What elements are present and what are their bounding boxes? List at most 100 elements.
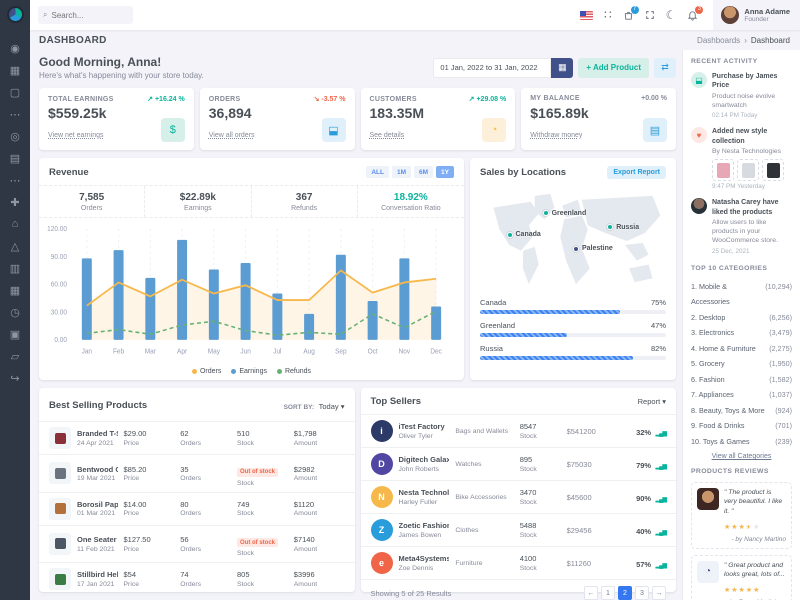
pagination: ← 1 2 3 → xyxy=(584,586,666,600)
pages-icon[interactable]: ▤ xyxy=(9,152,21,165)
breadcrumb-parent[interactable]: Dashboards xyxy=(697,35,741,45)
location-bar-canada: Canada 75% xyxy=(480,298,666,314)
category-row[interactable]: 9. Food & Drinks (701) xyxy=(691,421,792,431)
legend-item[interactable]: Earnings xyxy=(231,368,267,375)
layout-toggle-button[interactable]: ⇄ xyxy=(654,57,676,78)
apps-grid-icon[interactable]: ∷ xyxy=(604,8,612,22)
collection-thumbnails[interactable] xyxy=(712,159,792,182)
user-menu[interactable]: Anna Adame Founder xyxy=(713,0,800,30)
product-image xyxy=(49,497,71,520)
page-1-button[interactable]: 1 xyxy=(601,586,615,600)
category-row[interactable]: 10. Toys & Games (239) xyxy=(691,436,792,446)
seller-row: Z Zoetic Fashion James Bowen Clothes 5488… xyxy=(360,513,676,546)
svg-text:Jun: Jun xyxy=(240,348,251,355)
mini-chart-icon: ▂▄▆ xyxy=(655,497,668,503)
see-details-link[interactable]: See details xyxy=(369,132,405,139)
activity-item: Natasha Carey have liked the products Al… xyxy=(691,198,792,255)
date-range-input[interactable] xyxy=(433,57,552,78)
page-prev-button[interactable]: ← xyxy=(584,586,598,600)
tables-icon[interactable]: ▦ xyxy=(9,284,21,297)
apps-icon[interactable]: ▦ xyxy=(9,64,21,77)
sort-by-dropdown[interactable]: Today ▾ xyxy=(318,402,345,411)
trend-badge: ↘ -3.57 % xyxy=(313,96,346,103)
widgets-icon[interactable]: ⌂ xyxy=(11,218,19,230)
forms-icon[interactable]: ▥ xyxy=(9,262,21,275)
brand-logo-icon[interactable] xyxy=(6,6,24,23)
icons-icon[interactable]: ▣ xyxy=(9,328,21,341)
seller-name-link[interactable]: Nesta Technologies xyxy=(398,488,450,498)
maps-icon[interactable]: ▱ xyxy=(10,350,20,363)
page-2-button[interactable]: 2 xyxy=(618,586,632,600)
seller-name-link[interactable]: iTest Factory xyxy=(398,422,445,432)
seller-row: D Digitech Galaxy John Roberts Watches 89… xyxy=(360,447,676,480)
range-6m-button[interactable]: 6M xyxy=(414,166,434,178)
category-row[interactable]: 7. Appliances (1,037) xyxy=(691,390,792,400)
calendar-button[interactable]: ▦ xyxy=(551,57,574,78)
view-all-orders-link[interactable]: View all orders xyxy=(208,132,255,139)
range-all-button[interactable]: ALL xyxy=(366,166,389,178)
product-name-link[interactable]: Stillbird Helmet xyxy=(77,570,118,580)
category-row[interactable]: 4. Home & Furniture (2,275) xyxy=(691,343,792,353)
app-sidebar: ◉ ▦ ▢ ⋯ ◎ ▤ ⋯ ✚ ⌂ △ ▥ ▦ ◷ ▣ ▱ ↪ xyxy=(0,0,30,600)
range-1y-button[interactable]: 1Y xyxy=(436,166,454,178)
category-row[interactable]: 3. Electronics (3,479) xyxy=(691,328,792,338)
stat-card-my-balance: MY BALANCE +0.00 % $165.89k Withdraw money… xyxy=(521,88,676,150)
menu-more2-icon[interactable]: ⋯ xyxy=(9,174,21,187)
page-3-button[interactable]: 3 xyxy=(635,586,649,600)
svg-text:Sep: Sep xyxy=(335,348,347,355)
category-row[interactable]: 6. Fashion (1,582) xyxy=(691,374,792,384)
add-product-button[interactable]: + Add Product xyxy=(578,57,649,78)
legend-item[interactable]: Refunds xyxy=(276,368,311,375)
layouts-icon[interactable]: ▢ xyxy=(9,86,21,99)
seller-name-link[interactable]: Zoetic Fashion xyxy=(398,521,450,531)
seller-row: e Meta4Systems Zoe Dennis Furniture 4100 S… xyxy=(360,546,676,579)
seller-row: i iTest Factory Oliver Tyler Bags and Wal… xyxy=(360,414,676,447)
view-all-categories-link[interactable]: View all Categories xyxy=(711,453,772,461)
svg-text:Mar: Mar xyxy=(145,348,157,355)
search-input[interactable] xyxy=(51,10,122,20)
notifications-bell-icon[interactable]: 3 xyxy=(687,5,704,21)
product-name-link[interactable]: Bentwood Chair xyxy=(77,464,118,474)
fullscreen-icon[interactable] xyxy=(645,10,655,20)
cart-icon[interactable]: 7 xyxy=(623,5,639,21)
seller-name-link[interactable]: Digitech Galaxy xyxy=(398,455,450,465)
withdraw-money-link[interactable]: Withdraw money xyxy=(530,132,583,139)
charts-icon[interactable]: ◷ xyxy=(10,306,20,319)
category-row[interactable]: 2. Desktop (6,256) xyxy=(691,312,792,322)
dark-mode-icon[interactable]: ☾ xyxy=(665,8,677,22)
report-dropdown[interactable]: Report ▾ xyxy=(637,397,666,406)
top-sellers-card: Top Sellers Report ▾ i iTest Factory Oliv… xyxy=(360,388,676,600)
dashboards-icon[interactable]: ◉ xyxy=(10,42,20,55)
shopping-bag-icon: ⬓ xyxy=(321,118,346,142)
product-name-link[interactable]: Borosil Paper Cup xyxy=(77,499,118,509)
authentication-icon[interactable]: ◎ xyxy=(10,130,20,143)
svg-text:Oct: Oct xyxy=(368,348,378,355)
category-row[interactable]: 1. Mobile & Accessories (10,294) xyxy=(691,281,792,307)
range-1m-button[interactable]: 1M xyxy=(391,166,412,178)
multilevel-icon[interactable]: ↪ xyxy=(10,372,20,385)
svg-text:Nov: Nov xyxy=(399,348,411,355)
language-flag-icon[interactable] xyxy=(580,10,594,20)
seller-name-link[interactable]: Meta4Systems xyxy=(398,554,450,564)
category-row[interactable]: 8. Beauty, Toys & More (924) xyxy=(691,405,792,415)
natasha-avatar xyxy=(691,198,707,215)
view-net-earnings-link[interactable]: View net earnings xyxy=(48,132,104,139)
sales-by-locations-card: Sales by Locations Export Report xyxy=(470,158,676,380)
menu-more-icon[interactable]: ⋯ xyxy=(9,108,21,121)
global-search[interactable]: ⌕ xyxy=(38,6,133,24)
labs-icon[interactable]: △ xyxy=(10,240,20,253)
product-name-link[interactable]: Branded T-Shirts xyxy=(77,429,118,439)
mini-chart-icon: ▂▄▆ xyxy=(655,530,668,536)
export-report-button[interactable]: Export Report xyxy=(607,166,666,179)
category-row[interactable]: 5. Grocery (1,950) xyxy=(691,359,792,369)
product-image xyxy=(49,462,71,485)
mini-chart-icon: ▂▄▆ xyxy=(655,464,668,470)
legend-item[interactable]: Orders xyxy=(191,368,221,375)
svg-text:30.00: 30.00 xyxy=(51,309,67,316)
components-icon[interactable]: ✚ xyxy=(10,196,20,209)
page-next-button[interactable]: → xyxy=(652,586,666,600)
activity-item: ⬓ Purchase by James Price Product noise … xyxy=(691,72,792,119)
product-name-link[interactable]: One Seater Sofa xyxy=(77,535,118,544)
